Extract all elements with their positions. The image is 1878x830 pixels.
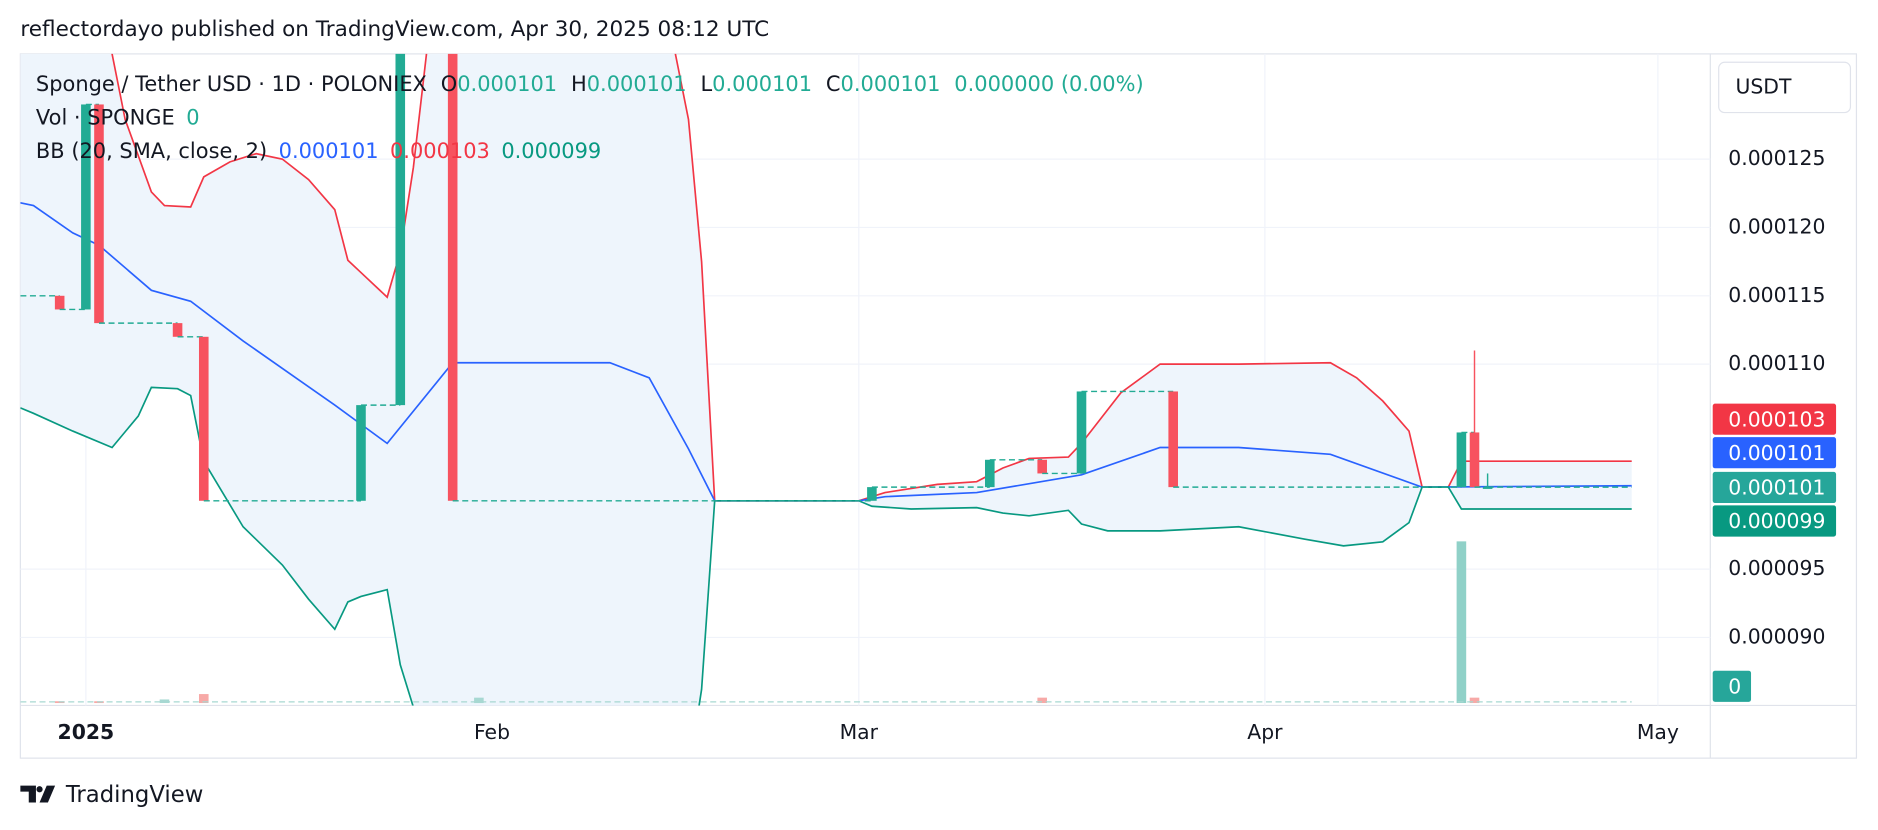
band-line: [111, 53, 1632, 502]
candle-body: [1469, 432, 1480, 488]
ohlc-key: C: [826, 72, 841, 96]
volume-bar: [198, 694, 209, 704]
indicator-title: BB (20, SMA, close, 2): [36, 139, 267, 163]
volume-bar: [1469, 697, 1480, 704]
band-line: [20, 386, 1632, 706]
volume-title: Vol · SPONGE: [36, 106, 175, 130]
price-label-box: [1712, 670, 1752, 702]
x-tick-label: May: [1637, 720, 1679, 744]
indicator-legend: BB (20, SMA, close, 2) 0.000101 0.000103…: [36, 139, 601, 163]
price-label: 0: [1728, 674, 1741, 698]
price-label-box: [1712, 471, 1837, 504]
candle-body: [81, 104, 91, 310]
x-tick-label: Feb: [474, 720, 510, 744]
candle-body: [1456, 432, 1467, 488]
candle-body: [1482, 487, 1493, 489]
price-label: 0.000101: [1728, 441, 1825, 465]
band-legend-value: 0.000099: [501, 139, 601, 163]
price-label: 0.000103: [1728, 407, 1825, 431]
candle-body: [1168, 391, 1178, 488]
x-tick-label: 2025: [58, 720, 115, 744]
y-tick-label: 0.000110: [1728, 351, 1825, 375]
ohlc-value: 0.000101: [712, 72, 812, 96]
header: reflectordayo published on TradingView.c…: [20, 17, 769, 42]
volume-legend: Vol · SPONGE 0: [36, 106, 200, 130]
currency-box[interactable]: [1718, 61, 1852, 114]
candle-body: [198, 336, 209, 501]
x-tick-label: Mar: [840, 720, 879, 744]
candle-body: [172, 323, 183, 337]
footer: TradingView: [65, 782, 203, 808]
price-label-box: [1712, 403, 1837, 435]
volume-value: 0: [186, 106, 199, 130]
ohlc-value: 0.000101: [457, 72, 557, 96]
candle-body: [1037, 459, 1047, 474]
candle-body: [867, 487, 877, 501]
y-tick-label: 0.000090: [1728, 624, 1825, 648]
band-line: [20, 202, 1632, 502]
y-tick-label: 0.000125: [1728, 146, 1825, 170]
price-label: 0.000099: [1728, 509, 1825, 533]
ohlc-value: 0.000101: [587, 72, 687, 96]
volume-bar: [474, 697, 484, 704]
x-tick-label: Apr: [1247, 720, 1283, 744]
price-label-box: [1712, 437, 1837, 469]
candle-body: [94, 104, 104, 324]
candle-body: [54, 295, 65, 310]
currency[interactable]: USDT: [1735, 74, 1792, 98]
ohlc-key: L: [700, 72, 712, 96]
logo-mark: [20, 785, 56, 803]
y-tick-label: 0.000115: [1728, 283, 1825, 307]
change: 0.000000 (0.00%): [954, 72, 1143, 96]
ohlc-key: H: [571, 72, 587, 96]
band-fill: [20, 53, 1632, 706]
candle-body: [447, 53, 458, 501]
price-label: 0.000101: [1728, 476, 1825, 500]
candle-body: [395, 53, 406, 406]
axes: 0.000090 0.000095 0.000110 0.000115 0.000120…: [58, 146, 1837, 744]
candle-body: [356, 405, 366, 501]
candle-body: [1076, 391, 1087, 474]
y-tick-label: 0.000095: [1728, 556, 1825, 580]
band-legend-value: 0.000101: [279, 139, 379, 163]
symbol: Sponge / Tether USD · 1D · POLONIEX: [36, 72, 427, 96]
band-legend-value: 0.000103: [390, 139, 490, 163]
price-label-box: [1712, 505, 1837, 537]
candle-body: [985, 459, 995, 488]
volume-bar: [1037, 697, 1047, 704]
plot: [20, 53, 1632, 706]
footer-logo: [20, 785, 56, 803]
ohlc-key: O: [441, 72, 457, 96]
volume-bar: [1456, 541, 1467, 704]
ohlc-legend: Sponge / Tether USD · 1D · POLONIEX O0.0…: [36, 72, 1144, 96]
y-tick-label: 0.000120: [1728, 214, 1825, 238]
logo-dot: [36, 786, 43, 793]
ohlc-value: 0.000101: [841, 72, 941, 96]
